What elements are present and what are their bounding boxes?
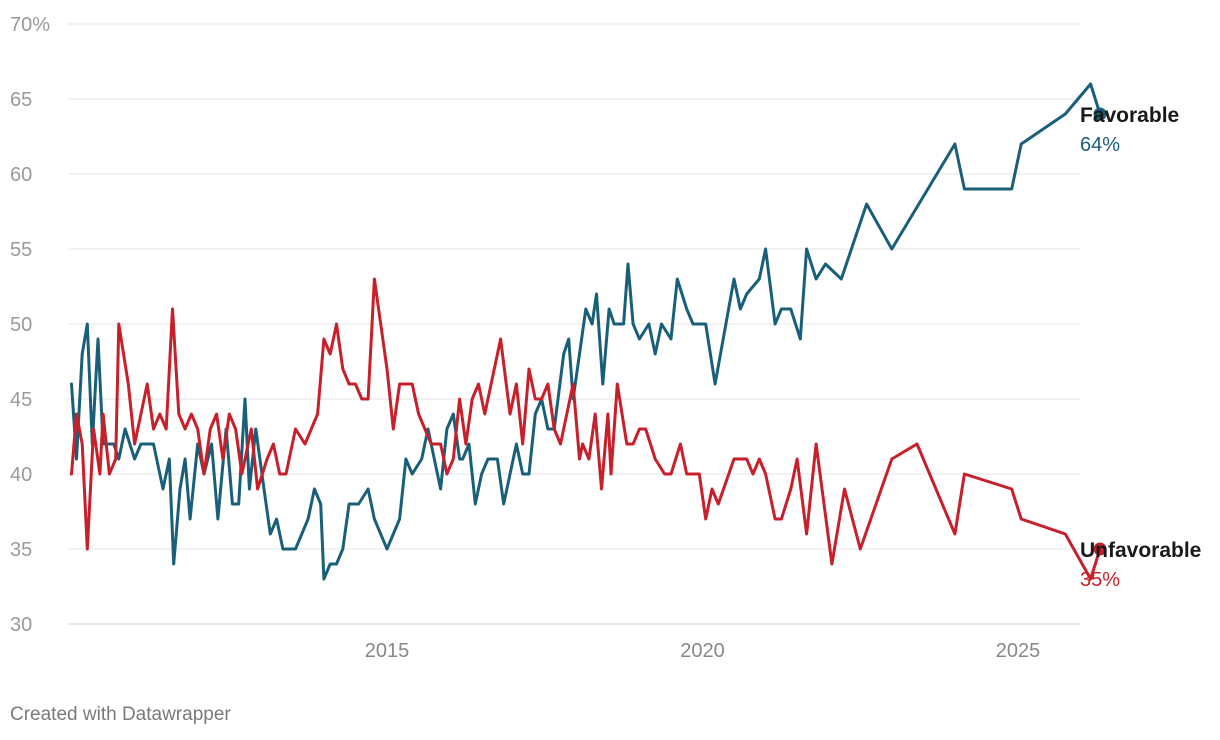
y-tick-label-30: 30 [10,614,32,636]
y-tick-label-40: 40 [10,464,32,486]
datawrapper-credit: Created with Datawrapper [10,704,231,725]
favorable-end-point [1093,107,1107,121]
x-tick-label-2020: 2020 [680,640,725,662]
favorable-line [70,82,1102,581]
y-tick-label-45: 45 [10,389,32,411]
y-axis-tick-labels: 30 35 40 45 50 55 60 65 70% [10,14,50,636]
unfavorable-end-point [1093,542,1107,556]
favorable-value-label: 64% [1080,134,1120,156]
line-chart: 30 35 40 45 50 55 60 65 70% 2015 2020 2025 Favorab… [10,14,1201,662]
y-tick-label-60: 60 [10,164,32,186]
y-tick-label-70: 70% [10,14,50,36]
y-tick-label-55: 55 [10,239,32,261]
gridlines [68,23,1080,625]
series-lines [70,82,1107,581]
y-tick-label-50: 50 [10,314,32,336]
series-end-labels: Favorable 64% Unfavorable 35% [1080,104,1201,591]
x-tick-label-2015: 2015 [365,640,410,662]
unfavorable-line [70,277,1102,581]
x-tick-label-2025: 2025 [996,640,1041,662]
x-axis-tick-labels: 2015 2020 2025 [365,640,1041,662]
unfavorable-value-label: 35% [1080,569,1120,591]
unfavorable-label: Unfavorable [1080,539,1201,562]
y-tick-label-65: 65 [10,89,32,111]
favorable-label: Favorable [1080,104,1179,127]
y-tick-label-35: 35 [10,539,32,561]
